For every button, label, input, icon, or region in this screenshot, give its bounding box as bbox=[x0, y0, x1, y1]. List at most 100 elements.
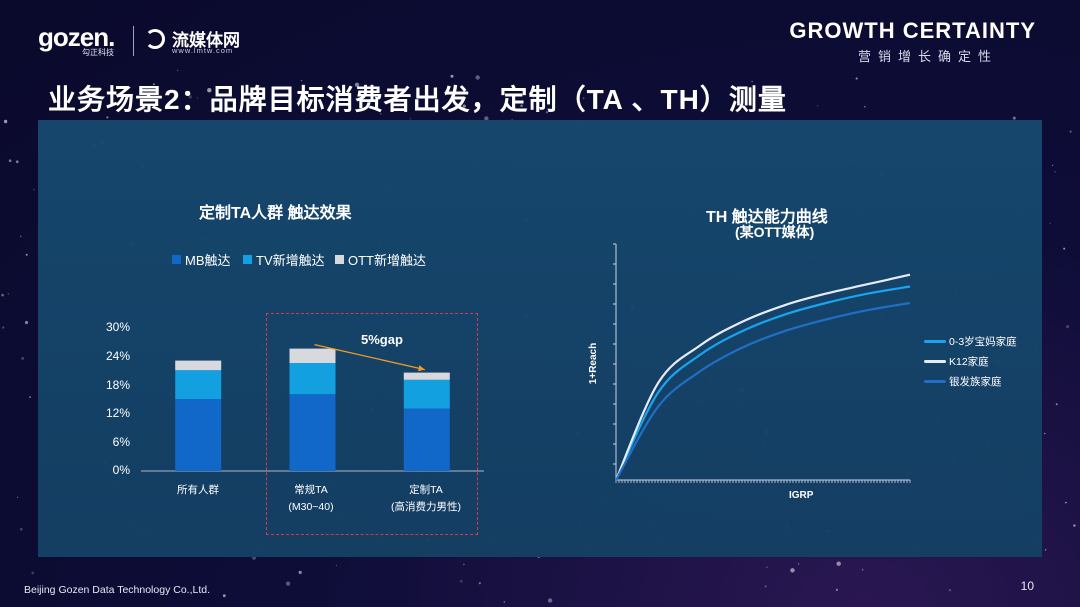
particle bbox=[29, 396, 31, 398]
particle bbox=[475, 75, 480, 80]
gap-annotation: 5%gap bbox=[361, 332, 403, 347]
particle bbox=[864, 105, 866, 108]
particle bbox=[106, 116, 109, 119]
reach-curve-line bbox=[615, 285, 911, 481]
particle bbox=[380, 113, 382, 115]
particle bbox=[285, 100, 287, 102]
particle bbox=[816, 104, 819, 107]
particle bbox=[545, 111, 549, 114]
legend-item-tv: TV新增触达 bbox=[243, 250, 325, 269]
particle bbox=[1, 293, 4, 297]
y-axis-label: 1+Reach bbox=[588, 342, 600, 385]
bar-segment bbox=[175, 370, 222, 399]
legend-label-tv: TV新增触达 bbox=[256, 253, 325, 268]
x-category-label: 常规TA (M30~40) bbox=[256, 482, 366, 516]
particle bbox=[300, 79, 303, 82]
particle bbox=[24, 320, 29, 325]
content-panel bbox=[38, 120, 1042, 557]
particle bbox=[766, 566, 768, 568]
line-legend-swatch bbox=[924, 340, 946, 343]
particle bbox=[520, 104, 523, 107]
particle bbox=[153, 83, 155, 86]
x-category-line: (M30~40) bbox=[288, 501, 334, 513]
particle bbox=[861, 568, 864, 571]
brand-slogan-subtitle: 营销增长确定性 bbox=[857, 49, 998, 64]
footer-company: Beijing Gozen Data Technology Co.,Ltd. bbox=[24, 584, 211, 596]
particle bbox=[222, 594, 226, 598]
particle bbox=[2, 326, 5, 329]
particle bbox=[855, 77, 858, 80]
particle bbox=[298, 570, 302, 575]
x-category-line: 定制TA bbox=[409, 484, 443, 496]
particle bbox=[15, 160, 19, 164]
legend-swatch-ott bbox=[335, 255, 344, 264]
particle bbox=[503, 601, 506, 603]
brand-slogan: GROWTH CERTAINTY bbox=[789, 18, 1036, 43]
particle bbox=[25, 253, 28, 256]
particle bbox=[484, 116, 489, 121]
particle bbox=[19, 527, 23, 531]
particle bbox=[188, 95, 192, 99]
particle bbox=[635, 105, 637, 108]
particle bbox=[459, 579, 463, 583]
reach-curve-line bbox=[614, 273, 911, 481]
particle bbox=[3, 119, 8, 124]
bar-segment bbox=[289, 394, 336, 471]
y-tick-label: 12% bbox=[105, 406, 130, 420]
particle bbox=[1044, 549, 1047, 551]
particle bbox=[764, 585, 767, 588]
gap-arrow-head bbox=[418, 365, 425, 372]
particle bbox=[462, 104, 466, 108]
bar-segment bbox=[289, 348, 336, 363]
gap-arrow-line bbox=[314, 343, 425, 371]
particle bbox=[1063, 247, 1066, 250]
particle bbox=[478, 582, 481, 585]
particle bbox=[21, 356, 25, 360]
particle bbox=[335, 564, 338, 567]
particle bbox=[113, 103, 115, 105]
particle bbox=[1073, 524, 1076, 527]
legend-label-ott: OTT新增触达 bbox=[348, 253, 426, 268]
line-legend-item: 0-3岁宝妈家庭 bbox=[924, 334, 1017, 349]
particle bbox=[177, 69, 179, 72]
legend-swatch-tv bbox=[243, 255, 252, 264]
particle bbox=[835, 588, 839, 591]
particle bbox=[751, 80, 753, 83]
reach-curve-line bbox=[615, 301, 911, 481]
page-number: 10 bbox=[1020, 579, 1034, 593]
particle bbox=[948, 589, 952, 592]
particle bbox=[1012, 116, 1016, 120]
bar-segment bbox=[403, 372, 450, 380]
bar-segment bbox=[175, 399, 222, 471]
particle bbox=[1044, 432, 1046, 435]
particle bbox=[1069, 130, 1072, 133]
particle bbox=[409, 117, 412, 120]
liumeiti-logo-icon bbox=[145, 29, 165, 49]
y-tick-label: 18% bbox=[105, 378, 130, 392]
particle bbox=[1054, 170, 1056, 173]
slide-title: 业务场景2：品牌目标消费者出发，定制（TA 、TH）测量 bbox=[48, 84, 787, 115]
particle bbox=[1049, 222, 1051, 225]
line-chart-title: TH 触达能力曲线 bbox=[706, 209, 828, 226]
liumeiti-logo: 流媒体网 bbox=[172, 31, 240, 50]
x-category-line: 常规TA bbox=[294, 484, 328, 496]
bar-segment bbox=[403, 379, 450, 409]
gozen-logo-subtitle: 勾正科技 bbox=[82, 48, 114, 57]
particle bbox=[547, 598, 553, 603]
particle bbox=[88, 105, 91, 108]
particle bbox=[1055, 403, 1058, 406]
line-legend-item: 银发族家庭 bbox=[924, 374, 1002, 389]
particle bbox=[285, 581, 291, 586]
y-tick-label: 24% bbox=[105, 349, 130, 363]
line-chart-subtitle: (某OTT媒体) bbox=[735, 224, 815, 240]
x-category-label: 所有人群 bbox=[143, 482, 253, 497]
line-legend-swatch bbox=[924, 360, 946, 363]
legend-item-mb: MB触达 bbox=[172, 250, 231, 269]
y-tick-label: 6% bbox=[112, 435, 130, 449]
particle bbox=[1065, 501, 1067, 504]
particle bbox=[836, 561, 841, 566]
line-legend-label: 银发族家庭 bbox=[949, 376, 1002, 388]
particle bbox=[450, 74, 454, 78]
